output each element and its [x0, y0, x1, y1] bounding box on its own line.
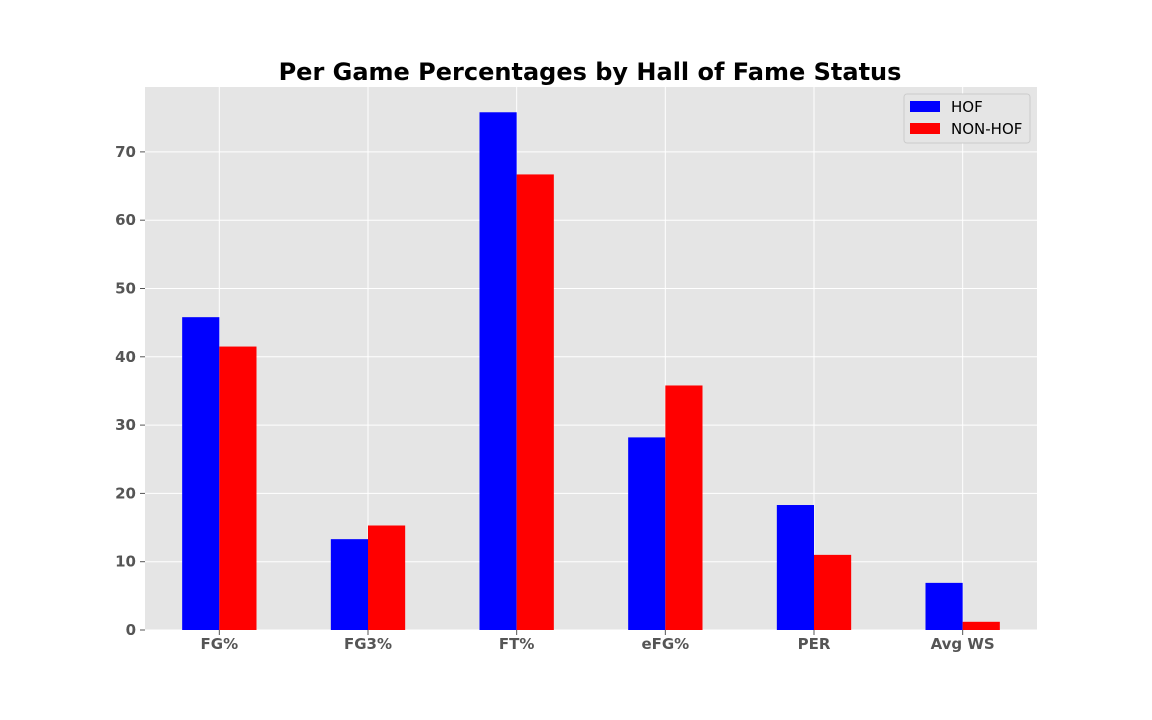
- legend-label-non-hof: NON-HOF: [951, 120, 1022, 138]
- bar-non-hof-0: [219, 346, 257, 630]
- legend-swatch-hof: [910, 101, 940, 112]
- legend: HOF NON-HOF: [903, 93, 1031, 144]
- bar-non-hof-1: [368, 525, 406, 630]
- y-tick-label: 30: [115, 416, 136, 434]
- bar-hof-3: [628, 437, 666, 630]
- y-tick-label: 0: [126, 621, 136, 639]
- x-tick-label: eFG%: [641, 635, 689, 653]
- x-axis-ticks: FG% FG3% FT% eFG% PER Avg WS: [201, 630, 995, 653]
- bar-non-hof-2: [516, 174, 554, 630]
- legend-swatch-non-hof: [910, 123, 940, 134]
- bar-non-hof-5: [962, 621, 1000, 630]
- bar-hof-5: [925, 582, 963, 630]
- plot-area: [145, 87, 1037, 630]
- bar-non-hof-4: [814, 554, 852, 630]
- y-tick-label: 50: [115, 279, 136, 297]
- legend-label-hof: HOF: [951, 98, 983, 116]
- y-tick-label: 40: [115, 348, 136, 366]
- bar-non-hof-3: [665, 385, 703, 630]
- y-tick-label: 10: [115, 553, 136, 571]
- x-tick-label: PER: [798, 635, 831, 653]
- x-tick-label: FT%: [499, 635, 535, 653]
- x-tick-label: Avg WS: [931, 635, 995, 653]
- y-tick-label: 70: [115, 143, 136, 161]
- bar-hof-0: [182, 317, 220, 630]
- y-axis-ticks: 0 10 20 30 40 50 60 70: [115, 143, 145, 639]
- bars: [182, 112, 1000, 630]
- bar-hof-1: [330, 539, 368, 630]
- x-tick-label: FG3%: [344, 635, 392, 653]
- y-tick-label: 20: [115, 484, 136, 502]
- chart-title: Per Game Percentages by Hall of Fame Sta…: [279, 58, 902, 86]
- x-tick-label: FG%: [201, 635, 239, 653]
- y-tick-label: 60: [115, 211, 136, 229]
- bar-hof-4: [776, 505, 814, 630]
- bar-hof-2: [479, 112, 517, 630]
